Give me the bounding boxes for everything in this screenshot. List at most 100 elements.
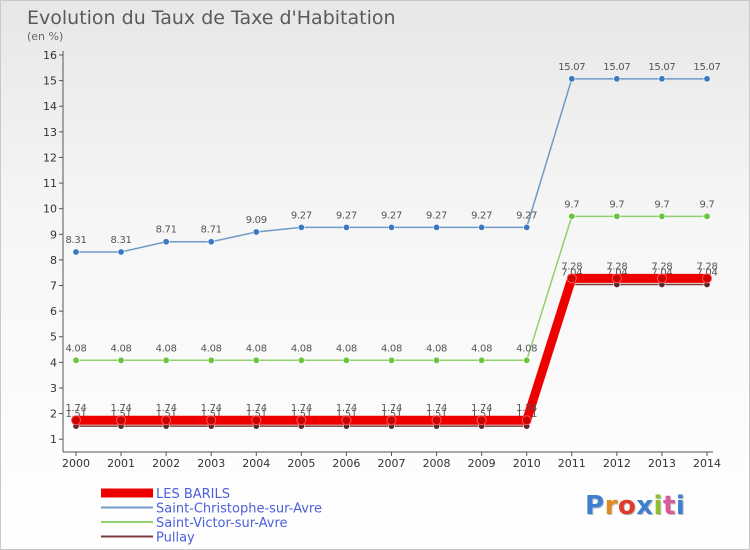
data-label: 1.51 bbox=[246, 409, 267, 420]
data-label: 8.31 bbox=[111, 235, 132, 246]
data-label: 9.7 bbox=[699, 199, 714, 210]
y-tick-label: 10 bbox=[43, 203, 57, 216]
y-tick-label: 15 bbox=[43, 75, 57, 88]
data-point bbox=[658, 75, 666, 83]
data-label: 4.08 bbox=[201, 343, 222, 354]
data-label: 1.74 bbox=[111, 403, 132, 414]
x-tick-label: 2000 bbox=[62, 457, 90, 470]
data-point bbox=[161, 415, 172, 426]
data-point bbox=[72, 356, 80, 364]
data-label: 7.28 bbox=[606, 261, 627, 272]
y-tick-label: 13 bbox=[43, 126, 57, 139]
y-tick-label: 9 bbox=[50, 228, 57, 241]
data-label: 1.74 bbox=[291, 403, 312, 414]
data-label: 15.07 bbox=[648, 62, 675, 73]
data-label: 1.51 bbox=[65, 409, 86, 420]
data-label: 1.51 bbox=[381, 409, 402, 420]
data-label: 1.51 bbox=[111, 409, 132, 420]
y-tick-label: 6 bbox=[50, 305, 57, 318]
data-label: 9.7 bbox=[654, 199, 669, 210]
data-label: 1.74 bbox=[426, 403, 447, 414]
x-tick-label: 2006 bbox=[332, 457, 360, 470]
data-label: 1.74 bbox=[381, 403, 402, 414]
y-tick-label: 8 bbox=[50, 254, 57, 267]
x-tick-label: 2014 bbox=[693, 457, 721, 470]
data-label: 4.08 bbox=[156, 343, 177, 354]
data-label: 7.04 bbox=[696, 267, 717, 278]
data-label: 4.08 bbox=[336, 343, 357, 354]
data-label: 4.08 bbox=[291, 343, 312, 354]
chart-title: Evolution du Taux de Taxe d'Habitation bbox=[27, 7, 396, 29]
legend-label: Pullay bbox=[156, 531, 195, 546]
data-point bbox=[297, 356, 305, 364]
data-point bbox=[71, 415, 81, 426]
data-point bbox=[703, 212, 711, 220]
data-label: 1.74 bbox=[471, 403, 492, 414]
data-point bbox=[611, 273, 622, 284]
data-point bbox=[523, 223, 531, 231]
data-label: 1.74 bbox=[516, 403, 537, 414]
x-tick-label: 2010 bbox=[513, 457, 541, 470]
x-tick-label: 2008 bbox=[423, 457, 451, 470]
data-label: 7.28 bbox=[696, 261, 717, 272]
data-point bbox=[478, 223, 486, 231]
proxiti-logo: Proxiti bbox=[585, 491, 686, 521]
data-point bbox=[613, 212, 621, 220]
data-point bbox=[297, 223, 305, 231]
y-tick-label: 4 bbox=[50, 356, 57, 369]
data-point bbox=[703, 75, 711, 83]
data-label: 1.51 bbox=[201, 409, 222, 420]
data-label: 1.74 bbox=[65, 403, 86, 414]
data-point bbox=[386, 415, 397, 426]
data-point bbox=[521, 415, 532, 426]
series-line bbox=[75, 215, 708, 362]
x-tick-label: 2004 bbox=[242, 457, 270, 470]
data-label: 9.27 bbox=[336, 210, 357, 221]
x-tick-label: 2009 bbox=[468, 457, 496, 470]
data-point bbox=[252, 356, 260, 364]
legend-label: Saint-Christophe-sur-Avre bbox=[156, 502, 322, 517]
data-point bbox=[296, 415, 307, 426]
data-point bbox=[523, 356, 531, 364]
data-label: 9.27 bbox=[426, 210, 447, 221]
data-label: 15.07 bbox=[603, 62, 630, 73]
data-label: 8.31 bbox=[65, 235, 86, 246]
data-point bbox=[613, 75, 621, 83]
data-label: 4.08 bbox=[471, 343, 492, 354]
data-point bbox=[207, 356, 215, 364]
data-point bbox=[658, 212, 666, 220]
y-tick-label: 5 bbox=[50, 331, 57, 344]
data-point bbox=[117, 248, 125, 256]
data-point bbox=[476, 415, 487, 426]
x-tick-label: 2002 bbox=[152, 457, 180, 470]
data-point bbox=[162, 238, 170, 246]
data-label: 4.08 bbox=[426, 343, 447, 354]
data-point bbox=[387, 356, 395, 364]
data-label: 8.71 bbox=[201, 225, 222, 236]
y-tick-label: 14 bbox=[43, 100, 57, 113]
data-point bbox=[568, 212, 576, 220]
x-tick-label: 2003 bbox=[197, 457, 225, 470]
data-point bbox=[656, 273, 667, 284]
y-tick-label: 1 bbox=[50, 433, 57, 446]
data-point bbox=[387, 223, 395, 231]
data-point bbox=[478, 356, 486, 364]
data-label: 9.7 bbox=[609, 199, 624, 210]
data-point bbox=[162, 356, 170, 364]
data-label: 4.08 bbox=[381, 343, 402, 354]
data-label: 8.71 bbox=[156, 225, 177, 236]
data-label: 1.74 bbox=[201, 403, 222, 414]
chart-unit: (en %) bbox=[27, 30, 64, 43]
data-label: 9.09 bbox=[246, 215, 267, 226]
data-point bbox=[206, 415, 217, 426]
data-point bbox=[342, 223, 350, 231]
x-tick-label: 2011 bbox=[558, 457, 586, 470]
data-point bbox=[568, 75, 576, 83]
data-point bbox=[566, 273, 577, 284]
data-label: 1.51 bbox=[156, 409, 177, 420]
data-label: 7.28 bbox=[561, 261, 582, 272]
data-label: 15.07 bbox=[693, 62, 720, 73]
y-tick-label: 16 bbox=[43, 49, 57, 62]
